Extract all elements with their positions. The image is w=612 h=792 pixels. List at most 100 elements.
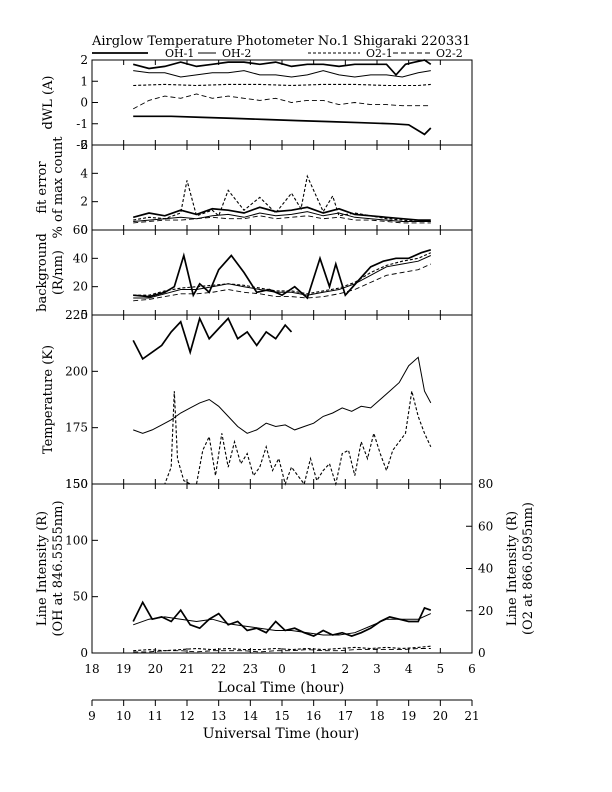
ytick-label: 50 xyxy=(73,590,88,604)
chart-title: Airglow Temperature Photometer No.1 Shig… xyxy=(91,34,471,49)
universal-time-label: Universal Time (hour) xyxy=(203,726,360,742)
ytick-right-label: 0 xyxy=(478,646,486,660)
panel-bg: 0 20 40 60 background (R/nm) xyxy=(35,223,473,322)
legend-label-oh2: OH-2 xyxy=(222,47,251,60)
series-line-bg-4 xyxy=(133,263,431,302)
ylabel-bg: (R/nm) xyxy=(51,250,66,295)
ylabel-right-int: (O2 at 866.0595nm) xyxy=(521,502,536,635)
ytick-label: 1 xyxy=(80,74,88,88)
ylabel-temp: Temperature (K) xyxy=(41,345,56,454)
legend: OH-1 OH-2 O2-1 O2-2 xyxy=(92,47,463,60)
local-tick-label: 23 xyxy=(243,662,258,676)
panel-dwl: -2 -1 0 1 2 dWL (A) xyxy=(41,53,473,152)
series-line-dwl-1 xyxy=(132,59,432,77)
ylabel-bg: background xyxy=(35,233,50,312)
series-line-dwl-3 xyxy=(133,83,431,87)
ut-tick-label: 13 xyxy=(211,709,226,723)
ytick-label: 2 xyxy=(80,195,88,209)
ylabel-int: (OH at 846.5555nm) xyxy=(51,500,66,636)
series-line-temp-1 xyxy=(132,315,293,361)
series-line-fit-1 xyxy=(132,206,431,221)
panel-temp: 150 175 200 225 Temperature (K) xyxy=(41,308,473,491)
ytick-right-label: 60 xyxy=(478,519,493,533)
series-line-fit-4 xyxy=(133,215,431,224)
ytick-label: 40 xyxy=(73,251,88,265)
ytick-label: 175 xyxy=(65,421,88,435)
ytick-label: 150 xyxy=(65,477,88,491)
ytick-label: 0 xyxy=(80,96,88,110)
ytick-label: 200 xyxy=(65,364,88,378)
ytick-label: -1 xyxy=(76,117,88,131)
local-tick-label: 5 xyxy=(437,662,445,676)
local-tick-label: 6 xyxy=(468,662,476,676)
ut-tick-label: 21 xyxy=(464,709,479,723)
ytick-right-label: 40 xyxy=(478,562,493,576)
legend-label-o21: O2-1 xyxy=(366,47,393,60)
ut-tick-label: 19 xyxy=(401,709,416,723)
ylabel-fit: fit error xyxy=(35,161,50,214)
ut-tick-label: 18 xyxy=(369,709,384,723)
series-line-dwl-5 xyxy=(133,115,432,136)
panel-frame-temp xyxy=(91,314,473,485)
universal-time-axis: 9 10 11 12 13 14 15 16 17 18 19 20 21 xyxy=(88,699,480,723)
ytick-label: 150 xyxy=(65,477,88,491)
local-time-label: Local Time (hour) xyxy=(218,680,345,696)
panel-frame-bg xyxy=(91,229,473,316)
series-line-fit-2 xyxy=(133,211,431,222)
local-tick-label: 1 xyxy=(310,662,318,676)
series-line-temp-2 xyxy=(133,356,432,434)
ylabel-dwl: dWL (A) xyxy=(41,76,56,130)
series-line-bg-3 xyxy=(133,252,432,296)
series-line-temp-3 xyxy=(133,390,432,487)
local-tick-label: 2 xyxy=(342,662,350,676)
local-tick-label: 4 xyxy=(405,662,413,676)
series-line-int-3 xyxy=(133,645,431,652)
ytick-right-label: 80 xyxy=(478,477,493,491)
ytick-label: 2 xyxy=(80,53,88,67)
ut-tick-label: 11 xyxy=(148,709,163,723)
ytick-label: -2 xyxy=(76,138,88,152)
series-line-bg-1 xyxy=(133,248,432,300)
ylabel-right-int: Line Intensity (R) xyxy=(505,511,520,626)
ut-tick-label: 9 xyxy=(88,709,96,723)
local-tick-label: 0 xyxy=(278,662,286,676)
local-tick-label: 19 xyxy=(116,662,131,676)
legend-label-oh1: OH-1 xyxy=(165,47,194,60)
local-tick-label: 22 xyxy=(211,662,226,676)
ytick-label: 0 xyxy=(80,223,88,237)
ytick-label: 20 xyxy=(73,280,88,294)
ytick-label: 6 xyxy=(80,138,88,152)
ytick-right-label: 20 xyxy=(478,604,493,618)
ut-tick-label: 20 xyxy=(433,709,448,723)
ylabel-fit: % of max count xyxy=(51,136,66,239)
local-tick-label: 20 xyxy=(148,662,163,676)
local-time-axis: 18 19 20 21 22 23 0 1 2 3 4 5 6 xyxy=(84,662,475,676)
series-line-fit-3 xyxy=(133,174,431,223)
ylabel-int: Line Intensity (R) xyxy=(35,511,50,626)
panels: -2 -1 0 1 2 dWL (A) 0 2 4 6 fit error% of max coun… xyxy=(35,53,536,660)
series-line-bg-2 xyxy=(133,255,432,299)
ytick-label: 4 xyxy=(80,166,88,180)
local-tick-label: 18 xyxy=(84,662,99,676)
local-tick-label: 21 xyxy=(179,662,194,676)
legend-label-o22: O2-2 xyxy=(436,47,463,60)
ut-tick-label: 17 xyxy=(338,709,353,723)
ytick-label: 0 xyxy=(80,308,88,322)
ytick-label: 225 xyxy=(65,308,88,322)
panel-fit: 0 2 4 6 fit error% of max count xyxy=(35,136,473,239)
local-tick-label: 3 xyxy=(373,662,381,676)
ut-tick-label: 15 xyxy=(274,709,289,723)
ut-tick-label: 10 xyxy=(116,709,131,723)
ut-tick-label: 12 xyxy=(179,709,194,723)
ytick-label: 100 xyxy=(65,533,88,547)
series-line-int-4 xyxy=(133,648,431,653)
ytick-label: 0 xyxy=(80,646,88,660)
ytick-label: 60 xyxy=(73,223,88,237)
series-line-int-2 xyxy=(133,613,432,636)
series-line-dwl-2 xyxy=(133,70,431,78)
ut-tick-label: 14 xyxy=(243,709,259,723)
ut-tick-label: 16 xyxy=(306,709,321,723)
series-line-dwl-4 xyxy=(132,93,431,110)
